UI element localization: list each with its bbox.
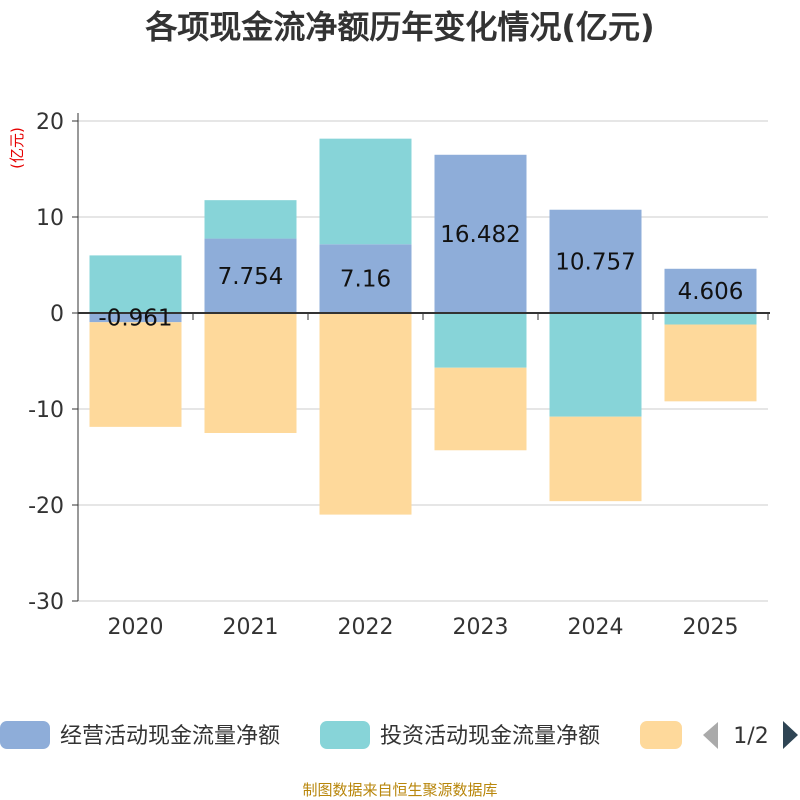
y-tick-label: 0: [50, 302, 64, 327]
x-tick-label: 2020: [108, 615, 164, 640]
bar-series-1-2021: [204, 238, 297, 313]
y-tick-label: 20: [36, 110, 64, 135]
legend-swatch[interactable]: [320, 721, 370, 749]
data-label: 7.754: [218, 264, 284, 290]
y-tick-label: -30: [28, 590, 64, 615]
bar-series-3-2021: [204, 313, 297, 433]
data-labels: -0.961 7.754 7.16 16.482 10.757 4.606: [98, 222, 743, 332]
y-tick-label: -20: [28, 494, 64, 519]
bar-series-3-2024: [549, 416, 642, 502]
gridlines: [78, 120, 768, 602]
bar-series-3-2025: [664, 324, 757, 402]
data-label: 16.482: [440, 222, 520, 248]
legend-swatch[interactable]: [0, 721, 50, 749]
legend[interactable]: 经营活动现金流量净额 投资活动现金流量净额 1/2: [0, 721, 798, 749]
bar-series-1-2024: [549, 209, 642, 313]
bars: [89, 138, 757, 515]
bar-series-2-2025: [664, 313, 757, 325]
axes: 20 10 0 -10 -20 -30 2020 2021 2022 2023 2024 2025: [28, 110, 770, 640]
y-tick-label: -10: [28, 398, 64, 423]
legend-next-page-icon[interactable]: [783, 721, 798, 749]
legend-swatch[interactable]: [640, 721, 682, 749]
x-tick-label: 2025: [683, 615, 739, 640]
bar-series-3-2023: [434, 367, 527, 451]
chart-title: 各项现金流净额历年变化情况(亿元): [145, 8, 654, 46]
x-tick-label: 2021: [223, 615, 279, 640]
legend-prev-page-icon[interactable]: [703, 722, 718, 749]
legend-label[interactable]: 投资活动现金流量净额: [380, 724, 600, 749]
legend-label[interactable]: 经营活动现金流量净额: [60, 724, 280, 749]
legend-page-indicator: 1/2: [733, 724, 768, 749]
bar-series-1-2020: [89, 313, 182, 323]
bar-series-2-2023: [434, 313, 527, 368]
y-tick-label: 10: [36, 206, 64, 231]
bar-series-2-2022: [319, 138, 412, 245]
data-label: 7.16: [340, 267, 391, 293]
data-label: 10.757: [555, 249, 635, 275]
bar-series-1-2025: [664, 268, 757, 313]
data-label: 4.606: [678, 279, 744, 305]
bar-series-2-2021: [204, 200, 297, 239]
bar-series-2-2020: [89, 255, 182, 313]
bar-series-3-2022: [319, 313, 412, 515]
x-tick-label: 2023: [453, 615, 509, 640]
bar-series-2-2024: [549, 313, 642, 417]
bar-series-3-2020: [89, 322, 182, 427]
x-tick-label: 2024: [568, 615, 624, 640]
x-tick-label: 2022: [338, 615, 394, 640]
data-label: -0.961: [98, 306, 172, 332]
bar-series-1-2023: [434, 154, 527, 313]
y-axis-unit-label: (亿元): [8, 127, 26, 169]
bar-series-1-2022: [319, 244, 412, 313]
source-note: 制图数据来自恒生聚源数据库: [302, 781, 497, 799]
